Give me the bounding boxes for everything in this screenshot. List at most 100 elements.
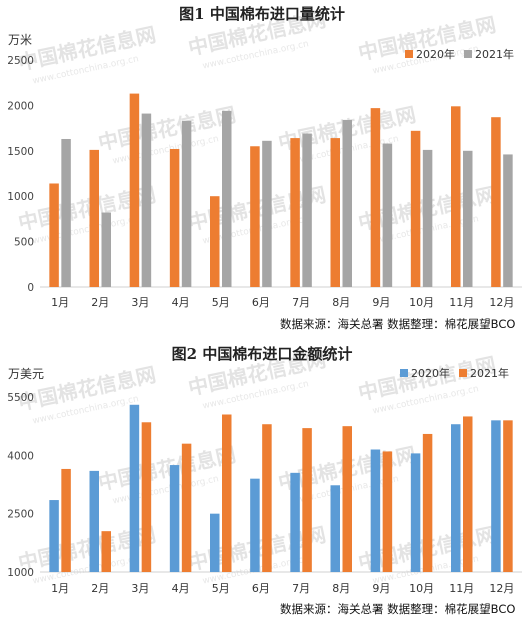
bar-2021年-7月 [302,133,312,287]
x-tick-label: 6月 [252,582,270,595]
bar-2020年-8月 [330,138,340,287]
x-tick-label: 7月 [292,582,310,595]
bar-2020年-11月 [451,106,461,287]
bar-2020年-1月 [49,183,59,287]
bar-2021年-7月 [302,428,312,572]
y-tick-label: 0 [27,282,34,294]
bar-2020年-7月 [290,472,300,572]
bar-2021年-3月 [141,113,152,288]
bar-2021年-11月 [463,150,473,287]
bar-2020年-6月 [250,478,260,572]
legend-swatch-2020年 [400,369,408,377]
bar-2021年-9月 [382,451,393,572]
bar-2021年-3月 [141,422,152,572]
legend-label-2021年: 2021年 [470,366,509,380]
x-tick-label: 4月 [172,296,190,309]
bar-2021年-11月 [463,416,473,572]
x-tick-label: 3月 [131,582,149,595]
x-tick-label: 5月 [212,582,230,595]
y-tick-label: 2500 [7,55,34,67]
bar-2020年-6月 [250,146,260,287]
bar-2021年-5月 [222,414,232,572]
legend-swatch-2021年 [459,369,467,377]
x-tick-label: 12月 [489,582,514,595]
y-tick-label: 2500 [7,509,34,521]
bar-2020年-4月 [169,465,180,572]
bar-2020年-5月 [210,196,220,287]
x-tick-label: 1月 [51,582,69,595]
bar-2021年-12月 [503,154,513,287]
x-tick-label: 6月 [252,296,270,309]
chart-panel-import-value: 中国棉花信息网 www.cottonchina.org.cn 中国棉花信息网 www.… [0,340,525,623]
bar-2020年-12月 [491,420,501,572]
y-tick-label: 500 [14,237,34,249]
y-axis-unit: 万米 [8,33,32,47]
bar-2020年-3月 [129,93,140,287]
bar-2020年-8月 [330,485,340,572]
x-tick-label: 5月 [212,296,230,309]
bar-2021年-1月 [61,138,71,287]
y-tick-label: 1500 [7,146,34,158]
bar-2020年-11月 [451,424,461,572]
x-tick-label: 2月 [91,296,109,309]
chart-title: 图1 中国棉布进口量统计 [179,5,345,23]
bar-2020年-2月 [89,470,99,572]
bar-2020年-12月 [491,117,501,287]
bar-2021年-8月 [342,426,352,572]
bar-2021年-4月 [181,443,192,572]
legend-swatch-2020年 [405,50,413,58]
bar-2021年-2月 [101,212,111,287]
bar-2020年-10月 [410,453,421,572]
legend-label-2020年: 2020年 [416,47,455,61]
y-tick-label: 5500 [7,392,34,404]
y-tick-label: 1000 [7,567,34,579]
bar-2021年-10月 [422,149,433,287]
x-tick-label: 8月 [332,296,350,309]
x-tick-label: 12月 [489,296,514,309]
y-tick-label: 2000 [7,100,34,112]
x-tick-label: 3月 [131,296,149,309]
bar-2021年-6月 [262,424,272,572]
x-tick-label: 10月 [409,296,434,309]
x-tick-label: 11月 [449,296,474,309]
bar-2021年-10月 [422,433,433,572]
bar-2020年-5月 [210,513,220,572]
chart-title: 图2 中国棉布进口金额统计 [172,345,353,363]
bar-2020年-7月 [290,138,300,287]
bar-2021年-8月 [342,119,352,287]
bar-2020年-9月 [370,449,381,572]
legend-label-2020年: 2020年 [411,366,450,380]
bar-2021年-6月 [262,140,272,287]
data-source-note: 数据来源：海关总署 数据整理：棉花展望BCO [280,317,515,331]
bar-2020年-10月 [410,130,421,287]
bar-2021年-5月 [222,110,232,288]
bar-2021年-4月 [181,120,192,287]
y-tick-label: 1000 [7,191,34,203]
legend-swatch-2021年 [464,50,472,58]
x-tick-label: 11月 [449,582,474,595]
bar-2020年-1月 [49,500,59,572]
bar-2021年-12月 [503,420,513,572]
x-tick-label: 8月 [332,582,350,595]
bar-2020年-9月 [370,108,381,288]
bar-2021年-9月 [382,143,393,287]
y-tick-label: 4000 [7,450,34,462]
x-tick-label: 1月 [51,296,69,309]
chart-panel-import-volume: 中国棉花信息网 www.cottonchina.org.cn 中国棉花信息网 www.… [7,5,522,331]
x-tick-label: 2月 [91,582,109,595]
bar-2020年-4月 [169,148,180,287]
bar-2021年-2月 [101,531,111,572]
x-tick-label: 4月 [172,582,190,595]
bar-2020年-3月 [129,404,140,572]
x-tick-label: 10月 [409,582,434,595]
bar-2021年-1月 [61,468,71,572]
legend-label-2021年: 2021年 [475,47,514,61]
data-source-note: 数据来源：海关总署 数据整理：棉花展望BCO [280,602,515,616]
